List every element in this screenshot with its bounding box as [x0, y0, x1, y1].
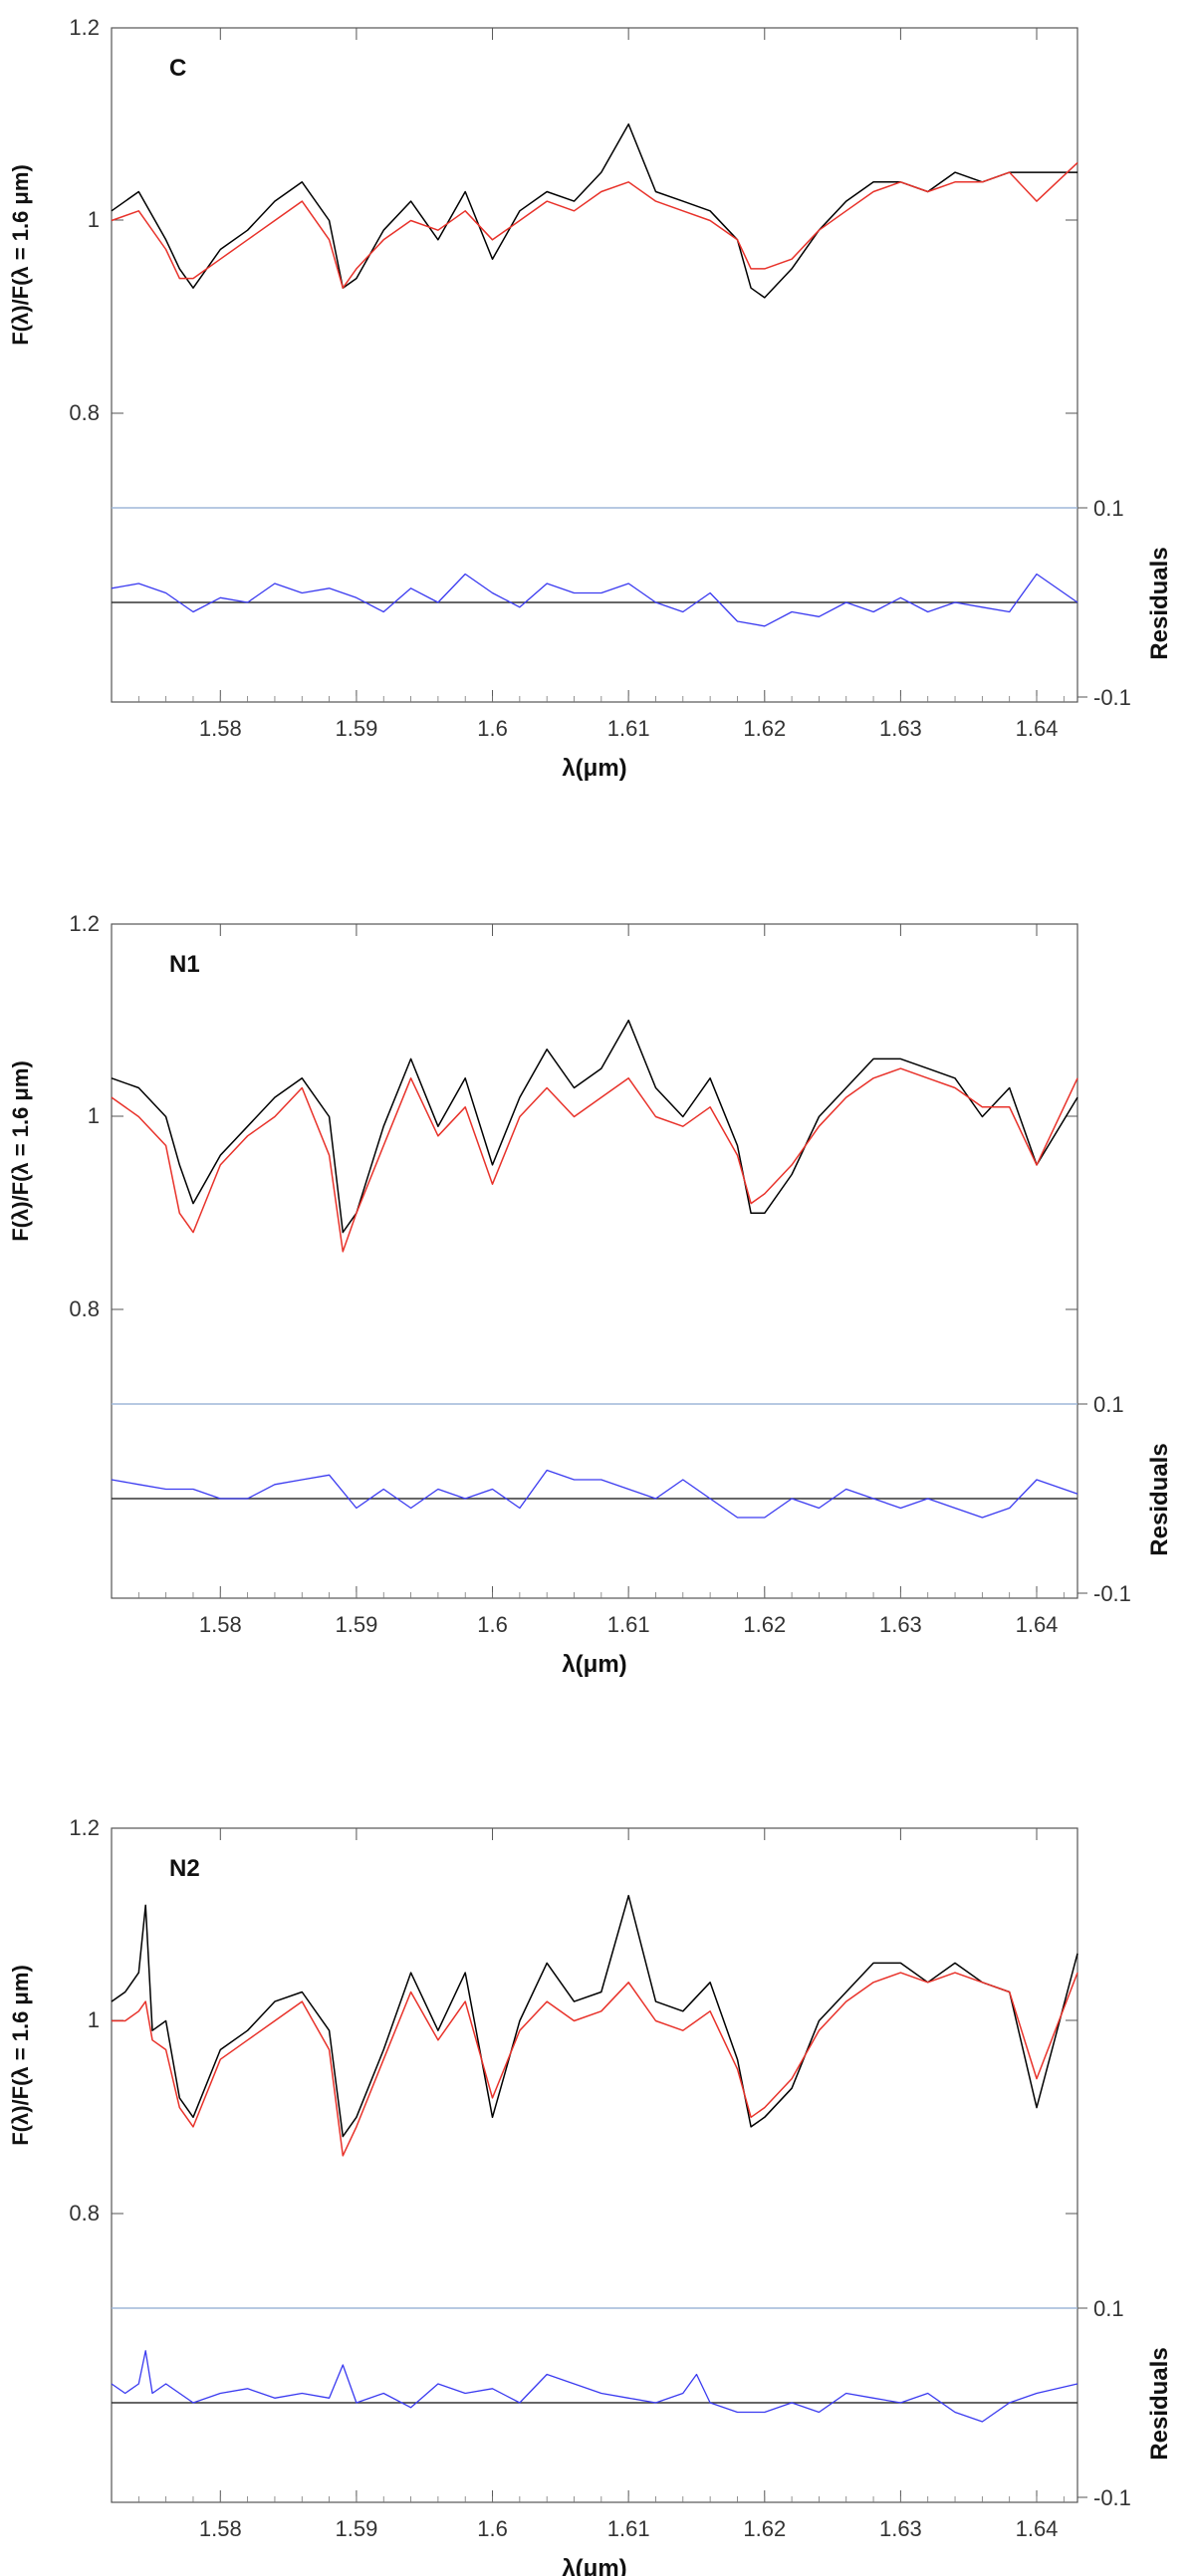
x-tick-label: 1.58: [199, 1612, 242, 1637]
x-tick-label: 1.59: [336, 2516, 378, 2541]
x-tick-label: 1.63: [879, 2516, 922, 2541]
plot-frame: [111, 923, 1078, 1599]
model-spectrum-line: [112, 1972, 1078, 2157]
x-tick-label: 1.61: [607, 2516, 650, 2541]
y-tick-label: 0.8: [69, 400, 100, 425]
y-axis-label: F(λ)/F(λ = 1.6 μm): [8, 1060, 33, 1242]
observed-spectrum-line: [111, 1894, 1078, 2138]
y-tick-label: 1: [88, 207, 100, 232]
x-tick-label: 1.62: [743, 1612, 786, 1637]
x-tick-label: 1.62: [743, 716, 786, 741]
residual-tick-label: 0.1: [1093, 2296, 1124, 2321]
x-tick-label: 1.64: [1016, 1612, 1059, 1637]
model-spectrum-line: [111, 161, 1078, 289]
panel-label: N1: [169, 951, 200, 978]
y-tick-label: 1.2: [69, 15, 100, 40]
y-tick-label: 1: [88, 2007, 100, 2032]
residuals-axis-label: Residuals: [1146, 2347, 1173, 2459]
panel-label: C: [169, 55, 186, 82]
residual-tick-label: 0.1: [1093, 496, 1124, 521]
x-tick-label: 1.59: [336, 1612, 378, 1637]
model-spectrum-line: [111, 1067, 1078, 1253]
x-axis-label: λ(μm): [562, 755, 626, 782]
plot-frame: [111, 1827, 1078, 2503]
y-axis-label: F(λ)/F(λ = 1.6 μm): [8, 164, 33, 346]
residuals-line: [111, 2350, 1078, 2423]
y-tick-label: 1.2: [69, 1815, 100, 1840]
y-tick-label: 0.8: [69, 2201, 100, 2225]
chart-panel-c: 1.58 1.59 1.6 1.61 1.62 1.63 1.64 1.2 1 0.8 0.1 -0.…: [8, 15, 1173, 782]
x-tick-label: 1.64: [1016, 716, 1059, 741]
residual-tick-label: -0.1: [1093, 685, 1131, 710]
x-tick-label: 1.63: [879, 1612, 922, 1637]
x-tick-label: 1.63: [879, 716, 922, 741]
y-tick-label: 0.8: [69, 1296, 100, 1321]
x-tick-label: 1.61: [607, 716, 650, 741]
x-axis-label: λ(μm): [562, 2555, 626, 2576]
chart-panel-n1: 1.58 1.59 1.6 1.61 1.62 1.63 1.64 1.2 1 0.8 0.1 -0.…: [8, 911, 1173, 1678]
x-tick-label: 1.58: [199, 716, 242, 741]
residual-tick-label: 0.1: [1093, 1392, 1124, 1417]
x-tick-label: 1.6: [477, 2516, 508, 2541]
x-tick-label: 1.61: [607, 1612, 650, 1637]
y-axis-label: F(λ)/F(λ = 1.6 μm): [8, 1965, 33, 2146]
observed-spectrum-line: [111, 122, 1077, 299]
residuals-axis-label: Residuals: [1146, 1443, 1173, 1555]
x-axis-label: λ(μm): [562, 1651, 626, 1678]
x-tick-label: 1.6: [477, 716, 508, 741]
observed-spectrum-line: [111, 1019, 1078, 1234]
x-tick-label: 1.59: [336, 716, 378, 741]
y-tick-label: 1.2: [69, 911, 100, 936]
residuals-line: [111, 1469, 1078, 1519]
chart-panel-n2: 1.58 1.59 1.6 1.61 1.62 1.63 1.64 1.2 1 0.8 0.1 -0.…: [8, 1815, 1173, 2576]
x-tick-label: 1.6: [477, 1612, 508, 1637]
panel-label: N2: [169, 1855, 200, 1882]
residual-tick-label: -0.1: [1093, 1581, 1131, 1606]
residuals-axis-label: Residuals: [1146, 547, 1173, 659]
residuals-line: [111, 573, 1078, 627]
y-tick-label: 1: [88, 1103, 100, 1128]
plot-frame: [111, 27, 1078, 703]
residual-tick-label: -0.1: [1093, 2485, 1131, 2510]
x-tick-label: 1.62: [743, 2516, 786, 2541]
x-tick-label: 1.64: [1016, 2516, 1059, 2541]
x-tick-label: 1.58: [199, 2516, 242, 2541]
